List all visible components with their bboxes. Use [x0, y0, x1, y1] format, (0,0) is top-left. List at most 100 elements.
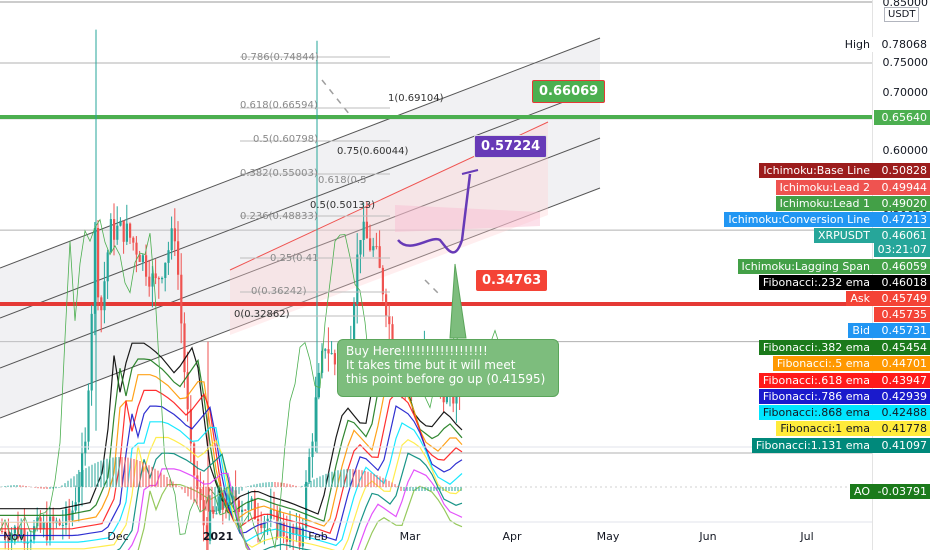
price-label-value: 0.46061 — [874, 228, 930, 243]
candle-body — [90, 313, 93, 391]
channel-line-1 — [0, 87, 601, 319]
candle-body — [141, 255, 144, 262]
note-line-2: It takes time but it will meet — [346, 358, 516, 372]
price-label-value: 0.45731 — [874, 323, 930, 338]
cloud-future — [395, 205, 540, 232]
candle-body — [301, 527, 304, 547]
candle-body — [205, 525, 208, 541]
y-tick-label: 0.70000 — [882, 86, 929, 99]
fib-level-label: 0(0.32862) — [234, 309, 290, 320]
price-label-name: Fibonacci:.786 ema — [758, 389, 874, 404]
price-label: Ichimoku:Lagging Span 0.46059 — [737, 259, 930, 274]
ao-histogram — [1, 457, 462, 512]
candle-body — [375, 246, 378, 248]
price-label-name: Fibonacci:.618 ema — [758, 373, 874, 388]
candle-body — [93, 227, 96, 314]
price-chart[interactable] — [0, 0, 872, 550]
candle-body — [97, 227, 100, 298]
price-label: Ichimoku:Lead 2 0.49944 — [775, 180, 930, 195]
candle-body — [250, 498, 253, 501]
note-line-1: Buy Here!!!!!!!!!!!!!!!!!! — [346, 344, 488, 358]
candle-body — [164, 262, 167, 278]
channel-fill — [0, 38, 600, 418]
candle-body — [81, 453, 84, 488]
candle-body — [327, 349, 330, 354]
ema-line-7 — [116, 452, 463, 550]
candle-body — [183, 323, 186, 373]
candle-body — [119, 220, 122, 226]
price-label: Fibonacci:1 ema 0.41778 — [776, 421, 930, 436]
price-label-value: 0.65640 — [874, 110, 930, 125]
price-label-value: 0.45749 — [874, 291, 930, 306]
candle-body — [305, 481, 308, 528]
price-label: 0.45735 — [874, 307, 930, 322]
candle-body — [180, 274, 183, 324]
red-band — [230, 122, 548, 335]
candle-body — [215, 513, 218, 515]
candle-body — [45, 522, 48, 541]
price-label-value: 0.50828 — [874, 163, 930, 178]
candle-body — [212, 509, 215, 514]
candle-body — [241, 509, 244, 512]
target-callout-purple: 0.57224 — [474, 135, 548, 158]
candle-body — [39, 517, 42, 530]
price-label: Fibonacci:.786 ema 0.42939 — [758, 389, 930, 404]
candle-body — [266, 518, 269, 522]
candle-body — [356, 254, 359, 305]
ao-label-value: -0.03791 — [874, 484, 930, 499]
price-label-name: Ichimoku:Base Line — [759, 163, 874, 178]
channel-line-0 — [0, 37, 601, 269]
candle-body — [151, 273, 154, 287]
candle-body — [4, 531, 7, 539]
candle-body — [369, 238, 372, 251]
price-label-value: 0.41097 — [874, 438, 930, 453]
price-label-value: 0.78068 — [874, 37, 930, 52]
candle-body — [100, 297, 103, 311]
channel-line-2 — [0, 137, 601, 369]
candle-body — [1, 531, 4, 532]
resistance-line-green — [0, 115, 872, 119]
candle-body — [330, 353, 333, 355]
price-label-name: Fibonacci:.382 ema — [758, 340, 874, 355]
x-tick-label: May — [596, 530, 620, 543]
fib-level-label: 0.75(0.60044) — [337, 146, 409, 157]
support-callout-red: 0.34763 — [476, 270, 548, 291]
x-tick-label: Jun — [699, 530, 717, 543]
price-label-value: 0.45735 — [874, 307, 930, 322]
note-pointer — [449, 263, 467, 339]
candle-body — [167, 250, 170, 263]
candle-body — [324, 349, 327, 351]
candle-body — [109, 219, 112, 253]
countdown-label: 03:21:07 — [874, 242, 930, 257]
fib-level-label: 1(0.69104) — [388, 93, 444, 104]
price-label: Fibonacci:.618 ema 0.43947 — [758, 373, 930, 388]
price-label: XRPUSDT 0.46061 — [813, 228, 930, 243]
candle-body — [314, 397, 317, 442]
fib-level-label: 0.236(0.48833) — [240, 211, 318, 222]
ema-line-5 — [0, 421, 463, 547]
candle-body — [362, 221, 365, 241]
candle-body — [247, 500, 250, 510]
projection-tip — [461, 169, 479, 175]
candle-body — [193, 443, 196, 476]
candle-body — [308, 457, 311, 482]
price-label: Ichimoku:Conversion Line 0.47213 — [724, 212, 930, 227]
x-tick-label: Mar — [399, 530, 421, 543]
candle-body — [170, 228, 173, 251]
price-label-name: Bid — [848, 323, 874, 338]
fib-level-label: 0.25(0.41 — [270, 253, 319, 264]
candle-body — [10, 533, 13, 543]
price-label-name: Ichimoku:Lead 1 — [775, 196, 874, 211]
x-tick-label: Jul — [800, 530, 814, 543]
candle-body — [295, 526, 298, 535]
candle-body — [263, 521, 266, 529]
y-tick-label: 0.75000 — [882, 56, 929, 69]
price-label: 0.65640 — [874, 110, 930, 125]
price-label: Fibonacci:.382 ema 0.45454 — [758, 340, 930, 355]
price-label-value: 0.45454 — [874, 340, 930, 355]
candle-body — [113, 219, 116, 240]
ema-line-9 — [137, 484, 463, 550]
candle-body — [298, 526, 301, 547]
price-label-value: 0.47213 — [874, 212, 930, 227]
candle-body — [138, 254, 141, 262]
